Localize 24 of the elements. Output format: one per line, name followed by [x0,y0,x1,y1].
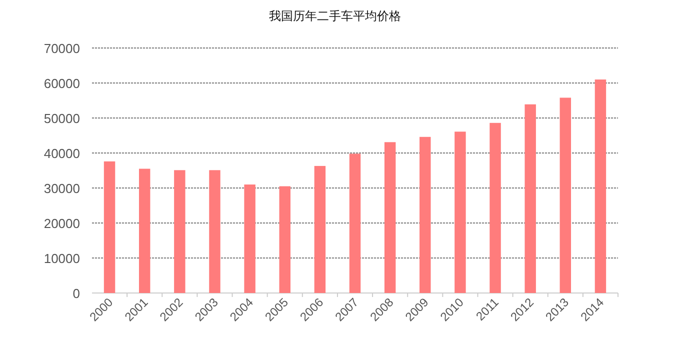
bar [244,184,256,293]
bar [384,142,396,293]
bar [349,154,361,293]
bar [524,104,536,293]
y-tick-label: 0 [72,286,80,301]
y-tick-label: 10000 [44,251,80,266]
chart-title: 我国历年二手车平均价格 [269,9,401,23]
bar [279,186,290,293]
bar [594,80,606,293]
bar [174,170,186,293]
bar [454,132,466,293]
bar [104,161,116,293]
y-tick-label: 70000 [44,41,80,56]
bar [209,170,220,293]
bar [560,98,572,293]
y-tick-label: 20000 [44,216,80,231]
y-tick-label: 40000 [44,146,80,161]
bar [420,136,431,293]
y-tick-label: 50000 [44,111,80,126]
y-tick-label: 60000 [44,76,80,91]
y-tick-label: 30000 [44,181,80,196]
bar [314,166,326,293]
bar [138,168,150,293]
bar [490,122,501,293]
